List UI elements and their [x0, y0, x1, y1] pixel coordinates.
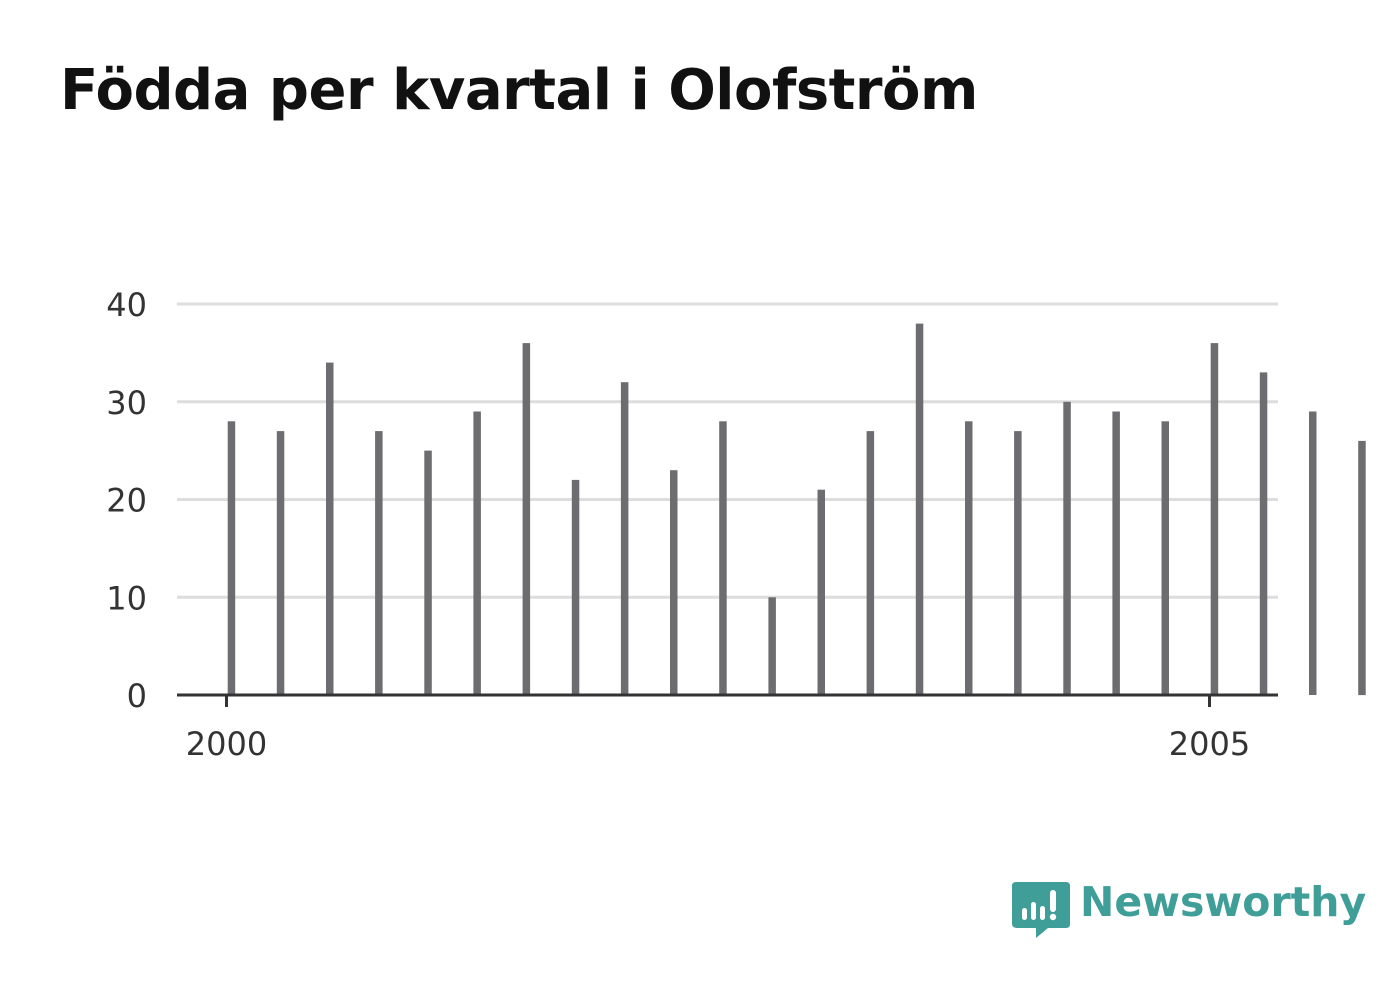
- bar: [866, 431, 875, 695]
- y-tick-label: 40: [106, 286, 147, 324]
- bar: [620, 382, 629, 695]
- bar: [522, 343, 531, 695]
- x-tick-label: 2000: [186, 725, 267, 763]
- bar: [719, 421, 727, 695]
- bar: [276, 431, 285, 695]
- bar: [817, 489, 825, 695]
- bar: [1259, 372, 1268, 695]
- bar: [1161, 421, 1169, 695]
- bar: [1309, 411, 1317, 695]
- bar: [326, 362, 334, 695]
- bar: [915, 323, 924, 695]
- labels: 01020304020002005201020152020202529: [106, 286, 1250, 763]
- bar: [1358, 440, 1366, 696]
- bar: [1014, 431, 1022, 695]
- axes: [177, 693, 1278, 707]
- newsworthy-logo-icon: [1012, 882, 1070, 938]
- bar: [965, 421, 973, 695]
- gridlines: [177, 302, 1278, 599]
- bars: [227, 323, 1366, 696]
- brand-name: Newsworthy: [1080, 878, 1367, 926]
- bar: [670, 470, 678, 695]
- bar: [473, 411, 481, 695]
- bar: [424, 450, 432, 695]
- y-tick-label: 20: [106, 482, 147, 520]
- bar: [1210, 343, 1219, 695]
- y-tick-label: 30: [106, 384, 147, 422]
- y-tick-label: 0: [127, 677, 147, 715]
- x-tick-label: 2005: [1169, 725, 1250, 763]
- bar: [227, 421, 236, 695]
- chart-title: Födda per kvartal i Olofström: [60, 58, 978, 123]
- bar: [768, 597, 776, 696]
- bar: [1112, 411, 1120, 695]
- y-tick-label: 10: [106, 579, 147, 617]
- bar: [1063, 401, 1071, 696]
- bar: [571, 479, 580, 695]
- bar: [375, 431, 383, 695]
